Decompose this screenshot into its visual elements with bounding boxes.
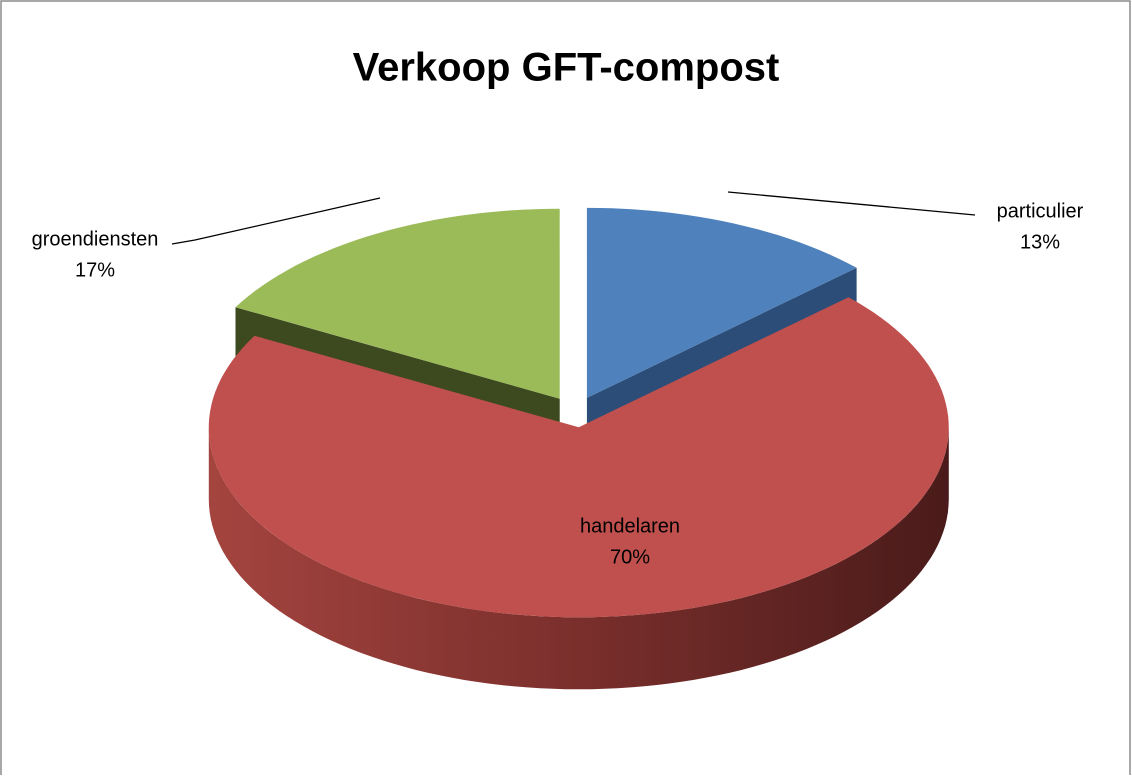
slice <box>586 207 857 398</box>
category-label: particulier <box>997 200 1084 222</box>
slice <box>235 208 560 399</box>
leader-line <box>727 191 976 216</box>
value-label: 17% <box>75 259 115 281</box>
slice-side <box>208 427 949 690</box>
category-label: handelaren <box>580 515 680 537</box>
slice <box>208 297 949 618</box>
value-label: 13% <box>1020 231 1060 253</box>
chart-title: Verkoop GFT-compost <box>353 46 780 90</box>
leader-line <box>171 197 381 245</box>
value-label: 70% <box>610 546 650 568</box>
category-label: groendiensten <box>32 228 159 250</box>
